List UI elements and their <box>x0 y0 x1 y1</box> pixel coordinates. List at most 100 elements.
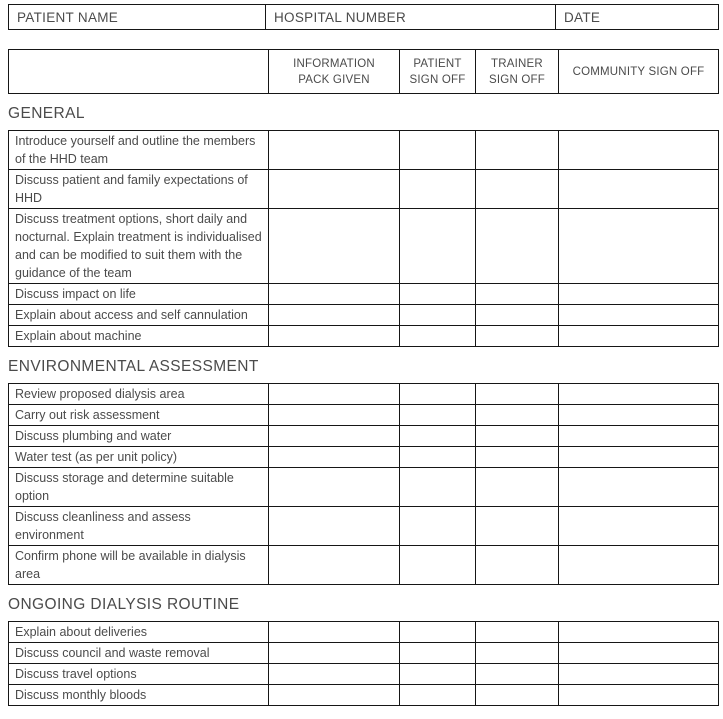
checklist-section: GENERAL Introduce yourself and outline t… <box>8 105 719 347</box>
task-text: Discuss monthly bloods <box>15 688 147 702</box>
trainer-sign-off-cell[interactable] <box>475 446 559 468</box>
information-pack-given-cell[interactable] <box>268 684 400 706</box>
patient-sign-off-cell[interactable] <box>399 169 476 209</box>
table-row: Review proposed dialysis area <box>8 383 719 405</box>
section-table: Explain about deliveries Discuss council… <box>8 621 719 706</box>
information-pack-given-cell[interactable] <box>268 467 400 507</box>
patient-sign-off-cell[interactable] <box>399 283 476 305</box>
community-sign-off-cell[interactable] <box>558 545 719 585</box>
trainer-sign-off-cell[interactable] <box>475 304 559 326</box>
patient-sign-off-cell[interactable] <box>399 506 476 546</box>
information-pack-given-cell[interactable] <box>268 404 400 426</box>
community-sign-off-cell[interactable] <box>558 169 719 209</box>
task-label-cell: Explain about machine <box>8 325 269 347</box>
section-title: GENERAL <box>8 105 85 122</box>
patient-sign-off-cell[interactable] <box>399 325 476 347</box>
patient-sign-off-cell[interactable] <box>399 467 476 507</box>
date-label: DATE <box>564 10 601 25</box>
patient-sign-off-cell[interactable] <box>399 404 476 426</box>
task-text: Discuss storage and determine suitable o… <box>15 471 234 503</box>
patient-sign-off-cell[interactable] <box>399 425 476 447</box>
col-header-community-sign-off: COMMUNITY SIGN OFF <box>558 49 719 94</box>
information-pack-given-cell[interactable] <box>268 383 400 405</box>
community-sign-off-cell[interactable] <box>558 325 719 347</box>
task-label-cell: Discuss council and waste removal <box>8 642 269 664</box>
hospital-number-field-cell[interactable]: HOSPITAL NUMBER <box>265 4 556 30</box>
trainer-sign-off-cell[interactable] <box>475 404 559 426</box>
trainer-sign-off-cell[interactable] <box>475 506 559 546</box>
date-field-cell[interactable]: DATE <box>555 4 719 30</box>
trainer-sign-off-cell[interactable] <box>475 383 559 405</box>
trainer-sign-off-cell[interactable] <box>475 621 559 643</box>
information-pack-given-cell[interactable] <box>268 663 400 685</box>
task-label-cell: Discuss travel options <box>8 663 269 685</box>
information-pack-given-cell[interactable] <box>268 208 400 284</box>
checklist-section: TRAINING SCHEDULE Discuss and note any r… <box>8 717 718 719</box>
community-sign-off-cell[interactable] <box>558 663 719 685</box>
table-row: Water test (as per unit policy) <box>8 446 719 468</box>
patient-sign-off-cell[interactable] <box>399 642 476 664</box>
trainer-sign-off-cell[interactable] <box>475 130 559 170</box>
trainer-sign-off-cell[interactable] <box>475 467 559 507</box>
trainer-sign-off-cell[interactable] <box>475 169 559 209</box>
trainer-sign-off-cell[interactable] <box>475 663 559 685</box>
information-pack-given-cell[interactable] <box>268 506 400 546</box>
patient-sign-off-cell[interactable] <box>399 545 476 585</box>
information-pack-given-cell[interactable] <box>268 425 400 447</box>
community-sign-off-cell[interactable] <box>558 283 719 305</box>
table-row: Discuss treatment options, short daily a… <box>8 208 719 284</box>
trainer-sign-off-cell[interactable] <box>475 283 559 305</box>
patient-sign-off-cell[interactable] <box>399 446 476 468</box>
information-pack-given-cell[interactable] <box>268 169 400 209</box>
patient-sign-off-cell[interactable] <box>399 130 476 170</box>
table-row: Explain about deliveries <box>8 621 719 643</box>
patient-name-field-cell[interactable]: PATIENT NAME <box>8 4 266 30</box>
community-sign-off-cell[interactable] <box>558 404 719 426</box>
task-text: Discuss travel options <box>15 667 137 681</box>
community-sign-off-cell[interactable] <box>558 684 719 706</box>
information-pack-given-cell[interactable] <box>268 642 400 664</box>
patient-sign-off-cell[interactable] <box>399 383 476 405</box>
section-table-body: Review proposed dialysis area Carry out … <box>8 383 719 585</box>
task-text: Explain about deliveries <box>15 625 148 639</box>
task-text: Discuss patient and family expectations … <box>15 173 248 205</box>
community-sign-off-cell[interactable] <box>558 467 719 507</box>
patient-sign-off-cell[interactable] <box>399 684 476 706</box>
table-row: Discuss impact on life <box>8 283 719 305</box>
patient-info-table: PATIENT NAME HOSPITAL NUMBER DATE <box>8 4 719 30</box>
community-sign-off-cell[interactable] <box>558 130 719 170</box>
table-row: Carry out risk assessment <box>8 404 719 426</box>
community-sign-off-cell[interactable] <box>558 621 719 643</box>
task-text: Review proposed dialysis area <box>15 387 185 401</box>
trainer-sign-off-cell[interactable] <box>475 325 559 347</box>
community-sign-off-cell[interactable] <box>558 383 719 405</box>
table-row: Explain about access and self cannulatio… <box>8 304 719 326</box>
information-pack-given-cell[interactable] <box>268 325 400 347</box>
information-pack-given-cell[interactable] <box>268 446 400 468</box>
information-pack-given-cell[interactable] <box>268 283 400 305</box>
col-header-information-pack-given: INFORMATION PACK GIVEN <box>268 49 400 94</box>
patient-sign-off-cell[interactable] <box>399 621 476 643</box>
trainer-sign-off-cell[interactable] <box>475 208 559 284</box>
community-sign-off-cell[interactable] <box>558 208 719 284</box>
information-pack-given-cell[interactable] <box>268 545 400 585</box>
information-pack-given-cell[interactable] <box>268 304 400 326</box>
community-sign-off-cell[interactable] <box>558 446 719 468</box>
patient-sign-off-cell[interactable] <box>399 663 476 685</box>
community-sign-off-cell[interactable] <box>558 425 719 447</box>
patient-sign-off-cell[interactable] <box>399 304 476 326</box>
patient-sign-off-cell[interactable] <box>399 208 476 284</box>
community-sign-off-cell[interactable] <box>558 506 719 546</box>
information-pack-given-cell[interactable] <box>268 130 400 170</box>
table-row: Discuss cleanliness and assess environme… <box>8 506 719 546</box>
trainer-sign-off-cell[interactable] <box>475 684 559 706</box>
table-row: Discuss travel options <box>8 663 719 685</box>
community-sign-off-cell[interactable] <box>558 642 719 664</box>
information-pack-given-cell[interactable] <box>268 621 400 643</box>
task-text: Explain about machine <box>15 329 142 343</box>
trainer-sign-off-cell[interactable] <box>475 545 559 585</box>
trainer-sign-off-cell[interactable] <box>475 642 559 664</box>
task-text: Discuss treatment options, short daily a… <box>15 212 262 280</box>
community-sign-off-cell[interactable] <box>558 304 719 326</box>
trainer-sign-off-cell[interactable] <box>475 425 559 447</box>
